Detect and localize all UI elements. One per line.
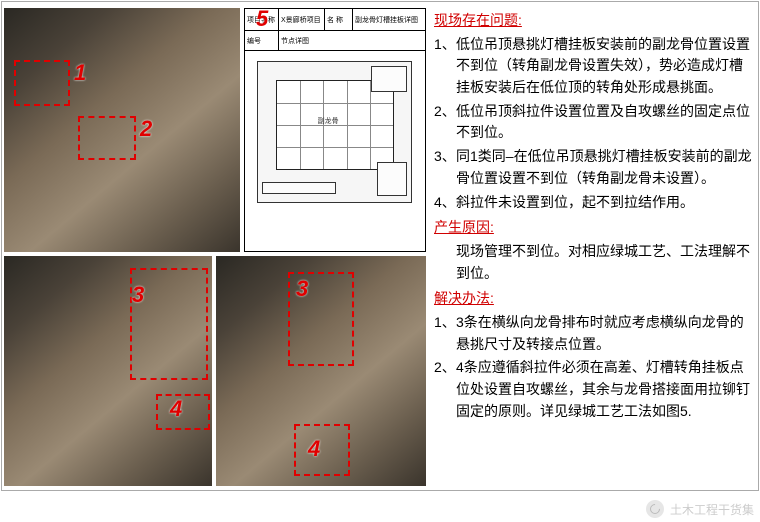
photo-2 xyxy=(4,256,212,486)
slide-container: 项目名称 X景廊桥项目 名 称 副龙骨灯槽挂板详图 编号 节点详图 副龙骨 xyxy=(1,1,759,491)
drawing-outer-frame: 副龙骨 xyxy=(257,61,412,203)
problem-item: 4、斜拉件未设置到位，起不到拉结作用。 xyxy=(434,192,754,214)
drawing-body: 副龙骨 xyxy=(245,51,425,249)
drawing-room: 副龙骨 xyxy=(276,80,394,170)
drawing-hdr-cell: 编号 xyxy=(245,31,279,50)
drawing-hdr-cell: 名 称 xyxy=(325,9,353,30)
photo-1 xyxy=(4,8,240,252)
drawing-title-row: 项目名称 X景廊桥项目 名 称 副龙骨灯槽挂板详图 xyxy=(245,9,425,31)
wechat-icon xyxy=(646,500,664,518)
drawing-hdr-cell: X景廊桥项目 xyxy=(279,9,325,30)
section-heading-reasons: 产生原因: xyxy=(434,217,754,239)
drawing-center-label: 副龙骨 xyxy=(318,116,339,126)
left-image-column: 项目名称 X景廊桥项目 名 称 副龙骨灯槽挂板详图 编号 节点详图 副龙骨 xyxy=(4,8,428,486)
problem-item: 2、低位吊顶斜拉件设置位置及自攻螺丝的固定点位不到位。 xyxy=(434,101,754,144)
drawing-hdr-cell: 副龙骨灯槽挂板详图 xyxy=(353,9,425,30)
watermark: 土木工程干货集 xyxy=(646,500,754,518)
watermark-text: 土木工程干货集 xyxy=(670,501,754,518)
section-heading-solutions: 解决办法: xyxy=(434,288,754,310)
solution-item: 2、4条应遵循斜拉件必须在高差、灯槽转角挂板点位处设置自攻螺丝，其余与龙骨搭接面… xyxy=(434,357,754,422)
plan-drawing: 项目名称 X景廊桥项目 名 称 副龙骨灯槽挂板详图 编号 节点详图 副龙骨 xyxy=(244,8,426,252)
section-heading-problems: 现场存在问题: xyxy=(434,10,754,32)
reason-body: 现场管理不到位。对相应绿城工艺、工法理解不到位。 xyxy=(434,241,754,284)
solution-item: 1、3条在横纵向龙骨排布时就应考虑横纵向龙骨的悬挑尺寸及转接点位置。 xyxy=(434,312,754,355)
problem-item: 1、低位吊顶悬挑灯槽挂板安装前的副龙骨位置设置不到位（转角副龙骨设置失效），势必… xyxy=(434,34,754,99)
text-column: 现场存在问题: 1、低位吊顶悬挑灯槽挂板安装前的副龙骨位置设置不到位（转角副龙骨… xyxy=(434,10,754,486)
drawing-subtitle-row: 编号 节点详图 xyxy=(245,31,425,51)
drawing-hdr-cell: 项目名称 xyxy=(245,9,279,30)
problem-item: 3、同1类同–在低位吊顶悬挑灯槽挂板安装前的副龙骨位置设置不到位（转角副龙骨未设… xyxy=(434,146,754,189)
drawing-hdr-cell: 节点详图 xyxy=(279,31,425,50)
photo-3 xyxy=(216,256,426,486)
